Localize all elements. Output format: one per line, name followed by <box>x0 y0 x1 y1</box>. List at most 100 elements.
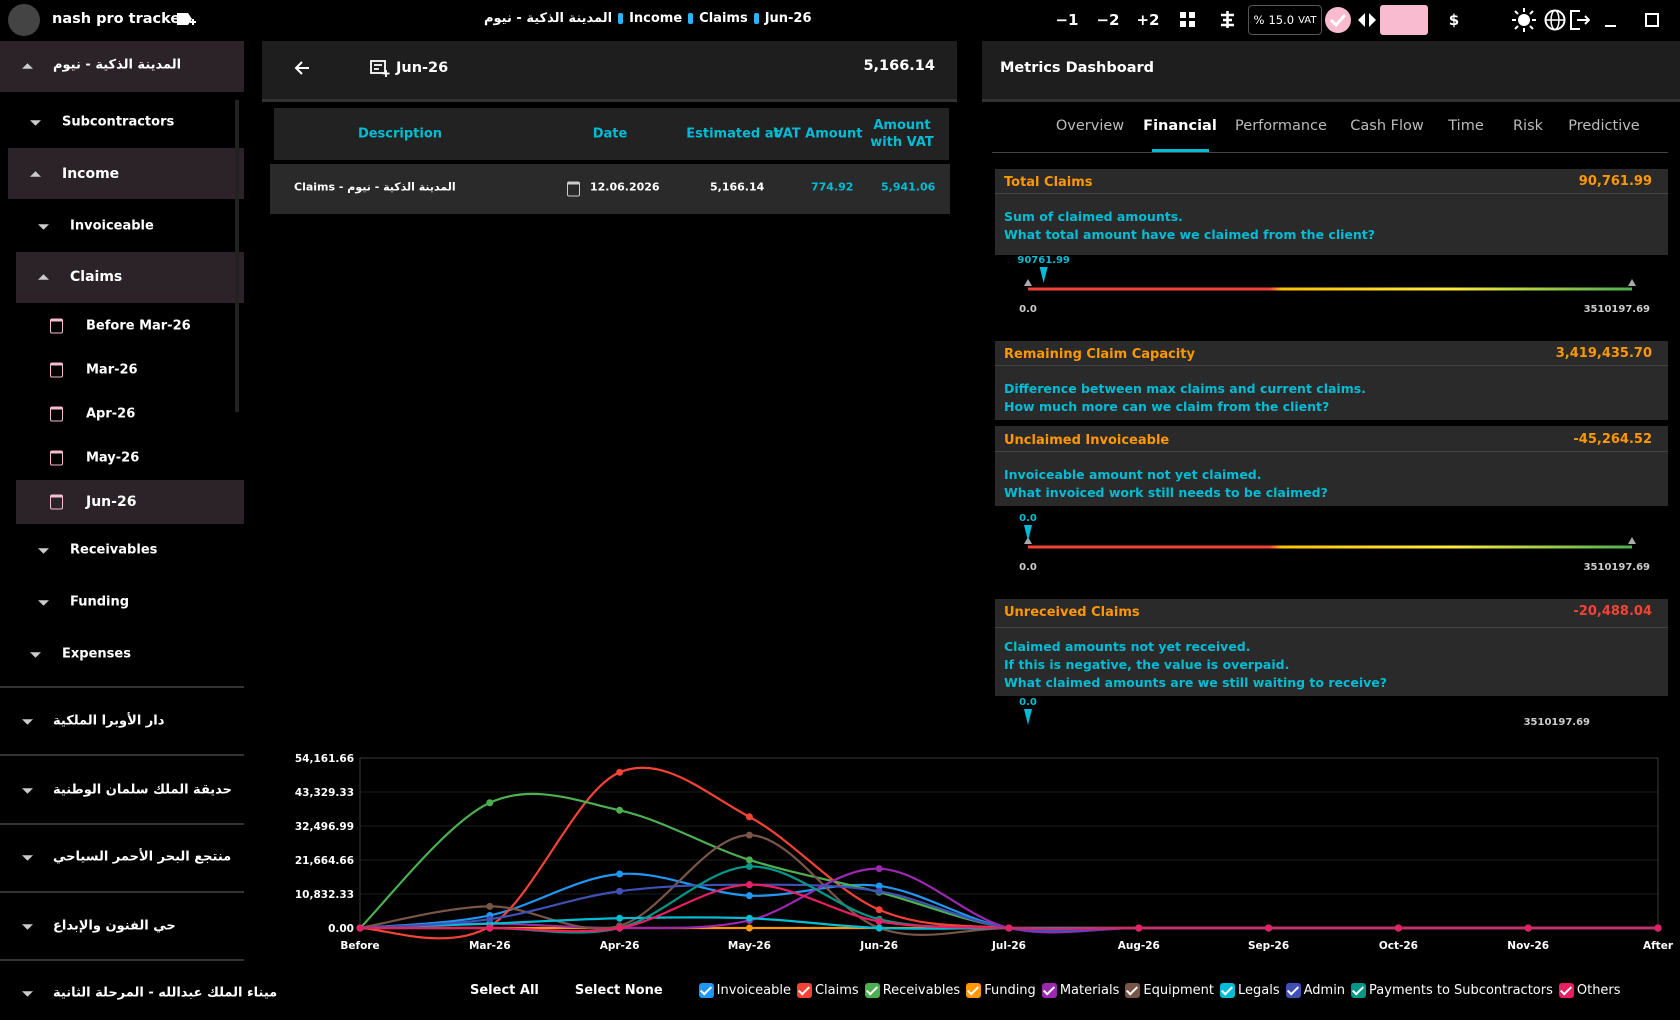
currency-button[interactable]: $ <box>1448 11 1460 29</box>
breadcrumb-item[interactable]: Claims <box>699 11 748 26</box>
project-name[interactable]: دار الأوبرا الملكية <box>53 713 165 729</box>
grid-icon[interactable] <box>1179 11 1196 28</box>
legend-item[interactable]: Funding <box>966 983 1036 998</box>
breadcrumb-item[interactable]: المدينة الذكية - نيوم <box>484 11 613 26</box>
column-header[interactable]: Date <box>592 126 628 142</box>
card-divider <box>995 451 1668 452</box>
sidebar <box>0 41 244 1020</box>
detail-total: 5,166.14 <box>863 58 935 74</box>
legend-item[interactable]: Payments to Subcontractors <box>1351 983 1553 998</box>
cell-estimated: 5,166.14 <box>710 180 765 194</box>
select-all[interactable]: Select All <box>470 983 539 998</box>
data-point <box>616 870 624 878</box>
select-none[interactable]: Select None <box>574 983 663 998</box>
expand-icon[interactable] <box>30 120 41 126</box>
y-tick-label: 32,496.99 <box>295 821 354 833</box>
legend-checkbox <box>966 983 982 998</box>
legend-item[interactable]: Legals <box>1219 983 1280 998</box>
language-icon[interactable] <box>1544 9 1566 31</box>
logout-icon[interactable] <box>1568 9 1590 31</box>
legend-item[interactable]: Materials <box>1041 983 1119 998</box>
back-button[interactable] <box>294 60 310 76</box>
x-tick-label: Apr-26 <box>600 940 640 952</box>
tab[interactable]: Performance <box>1235 118 1327 134</box>
tree-item[interactable]: Jun-26 <box>86 494 137 510</box>
collapse-icon[interactable] <box>38 274 49 280</box>
legend-item[interactable]: Receivables <box>864 983 960 998</box>
tree-item[interactable]: Subcontractors <box>62 114 175 130</box>
project-name[interactable]: حديقة الملك سلمان الوطنية <box>53 782 233 798</box>
tab[interactable]: Predictive <box>1568 118 1640 134</box>
selected-project-bg <box>0 41 244 92</box>
legend-item[interactable]: Others <box>1558 983 1621 998</box>
breadcrumb: المدينة الذكية - نيوم Income Claims Jun-… <box>484 11 812 26</box>
tree-item[interactable]: Before Mar-26 <box>86 318 191 334</box>
collapse-icon[interactable] <box>22 63 33 69</box>
vat-value: 15.0 <box>1268 13 1295 27</box>
expand-icon[interactable] <box>38 224 49 230</box>
column-header[interactable]: Amount with VAT <box>870 118 934 150</box>
expand-icon[interactable] <box>22 991 33 997</box>
maximize-button[interactable] <box>1645 13 1659 27</box>
tree-item[interactable]: Invoiceable <box>70 218 154 234</box>
add-entry-icon[interactable] <box>370 59 390 77</box>
project-name[interactable]: ميناء الملك عبدالله - المرحلة الثانية <box>53 985 278 1001</box>
tree-item[interactable]: Funding <box>70 594 130 610</box>
tree-item[interactable]: Mar-26 <box>86 362 138 378</box>
gauge-marker <box>1024 709 1032 725</box>
tab[interactable]: Risk <box>1512 118 1544 134</box>
shift-button[interactable]: −2 <box>1096 11 1120 29</box>
calendar-icon <box>50 406 63 422</box>
expand-icon[interactable] <box>30 652 41 658</box>
shift-button[interactable]: −1 <box>1055 11 1079 29</box>
data-point <box>875 924 883 932</box>
table-header <box>274 108 949 160</box>
expand-icon[interactable] <box>22 719 33 725</box>
separator <box>0 823 244 825</box>
expand-icon[interactable] <box>22 788 33 794</box>
project-name[interactable]: المدينة الذكية - نيوم <box>53 57 182 73</box>
legend-item[interactable]: Equipment <box>1125 983 1214 998</box>
breadcrumb-sep <box>618 13 624 24</box>
confirm-button[interactable] <box>1325 7 1351 33</box>
column-header[interactable]: VAT Amount <box>773 126 863 142</box>
column-header[interactable]: Description <box>357 126 443 142</box>
breadcrumb-item[interactable]: Jun-26 <box>764 11 812 26</box>
tab-active[interactable]: Financial <box>1143 118 1217 134</box>
separator <box>0 686 244 688</box>
tab[interactable]: Overview <box>1055 118 1125 134</box>
legend-item[interactable]: Invoiceable <box>698 983 791 998</box>
tab[interactable]: Time <box>1448 118 1484 134</box>
table-row[interactable] <box>270 164 950 214</box>
column-header[interactable]: Estimated at <box>686 126 780 142</box>
shift-button[interactable]: +2 <box>1136 11 1160 29</box>
project-name[interactable]: منتجع البحر الأحمر السياحي <box>53 849 232 865</box>
tree-item[interactable]: Expenses <box>62 646 131 662</box>
legend-checkbox <box>1285 983 1301 998</box>
project-name[interactable]: حي الفنون والإبداع <box>53 918 176 934</box>
legend-checkbox <box>1219 983 1235 998</box>
tree-item[interactable]: Receivables <box>70 542 158 558</box>
data-point <box>1394 924 1402 932</box>
breadcrumb-item[interactable]: Income <box>629 11 683 26</box>
vat-box[interactable]: % 15.0 VAT <box>1248 5 1322 35</box>
add-project-icon[interactable] <box>176 11 196 27</box>
expand-icon[interactable] <box>22 924 33 930</box>
legend-item[interactable]: Claims <box>796 983 859 998</box>
nav-arrows[interactable] <box>1357 12 1377 28</box>
currency-toggle[interactable] <box>1380 5 1428 35</box>
expand-icon[interactable] <box>38 548 49 554</box>
expand-icon[interactable] <box>22 855 33 861</box>
tree-item[interactable]: May-26 <box>86 450 140 466</box>
theme-icon[interactable] <box>1512 8 1536 32</box>
cell-vat: 774.92 <box>811 180 854 194</box>
legend-item[interactable]: Admin <box>1285 983 1345 998</box>
collapse-icon[interactable] <box>30 171 41 177</box>
expand-icon[interactable] <box>38 600 49 606</box>
tab[interactable]: Cash Flow <box>1350 118 1424 134</box>
tree-item[interactable]: Claims <box>70 269 123 285</box>
tree-item[interactable]: Income <box>62 166 120 182</box>
tree-item[interactable]: Apr-26 <box>86 406 136 422</box>
minimize-button[interactable] <box>1605 25 1616 27</box>
align-icon[interactable] <box>1219 11 1236 28</box>
